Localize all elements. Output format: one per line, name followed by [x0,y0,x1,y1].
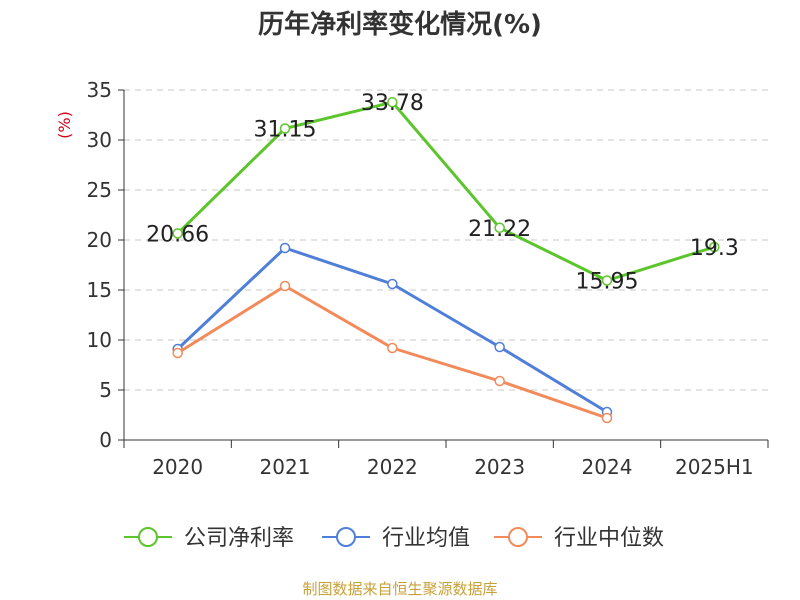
legend-label: 公司净利率 [184,526,294,551]
data-point [279,123,291,134]
chart-title: 历年净利率变化情况(%) [258,10,542,40]
series-line [176,100,715,282]
legend-label: 行业均值 [382,526,470,551]
data-point [172,347,183,359]
x-tick-label: 2025H1 [675,455,754,479]
data-label: 19.3 [690,236,739,261]
y-tick-label: 10 [87,328,112,352]
data-point [709,241,720,253]
source-note: 制图数据来自恒生聚源数据库 [302,580,498,598]
data-point [387,342,398,354]
data-point [172,228,183,239]
data-label: 20.66 [146,222,209,247]
legend-marker [138,527,158,547]
y-tick-label: 0 [99,428,112,452]
x-tick-label: 2023 [474,455,525,479]
y-tick-label: 25 [87,178,112,202]
data-label: 31.15 [254,118,317,143]
x-tick-label: 2024 [582,455,633,479]
data-point [601,412,613,424]
data-label: 21.22 [468,217,531,242]
y-tick-label: 20 [87,228,112,252]
y-tick-label: 15 [87,278,112,302]
data-point [279,280,291,292]
data-label: 33.78 [361,91,424,116]
x-tick-label: 2022 [367,455,418,479]
y-tick-label: 30 [87,128,112,152]
data-point [494,222,505,234]
data-label: 15.95 [576,270,639,295]
data-point [601,275,613,286]
data-point [494,341,505,353]
legend-marker [508,527,528,547]
series-line [176,246,608,414]
y-axis-label: (%) [55,111,74,139]
y-tick-label: 5 [99,378,112,402]
legend-marker [336,527,356,547]
data-point [387,278,398,290]
y-tick-label: 35 [87,78,112,102]
x-tick-label: 2020 [152,455,203,479]
legend-label: 行业中位数 [554,526,664,551]
data-point [279,242,291,254]
x-tick-label: 2021 [260,455,311,479]
data-point [387,96,398,108]
data-point [494,375,505,387]
